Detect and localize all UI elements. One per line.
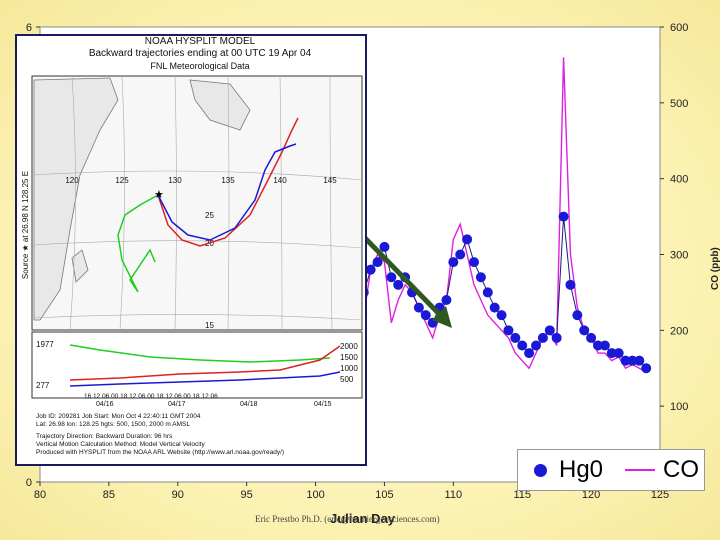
hg0-point [503, 325, 514, 336]
hg0-point [469, 257, 479, 268]
co-series [342, 57, 647, 373]
hg0-point [372, 257, 383, 268]
annotation-arrow [363, 236, 447, 322]
left-tick-label: 3 [26, 250, 32, 262]
footer-credit: Eric Prestbo Ph.D. (eric@frontiergeoscie… [255, 514, 440, 524]
right-axis: 100 200 300 400 500 600 [660, 22, 688, 413]
hg0-point [455, 249, 466, 260]
left-axis: 0 1 2 3 4 5 6 [26, 22, 40, 489]
x-axis: 80 85 90 95 100 105 110 115 120 125 [34, 482, 669, 501]
hg0-point [558, 211, 569, 222]
hg0-point [524, 348, 535, 359]
x-tick-label: 90 [172, 489, 184, 501]
x-tick-label: 115 [513, 489, 531, 501]
hg0-point [620, 355, 631, 366]
right-tick-label: 600 [670, 22, 688, 34]
right-tick-label: 200 [670, 325, 688, 337]
right-tick-label: 500 [670, 98, 688, 110]
x-tick-label: 125 [651, 489, 669, 501]
co-legend-label: CO [663, 456, 700, 483]
hg0-point [510, 332, 521, 343]
right-tick-label: 100 [670, 401, 688, 413]
hg0-point [365, 264, 376, 275]
left-tick-label: 1 [26, 401, 32, 413]
hg0-point [586, 332, 597, 343]
hg0-point [593, 340, 603, 351]
right-tick-label: 400 [670, 174, 688, 186]
x-tick-label: 85 [103, 489, 115, 501]
hg0-legend-marker-icon [534, 463, 547, 477]
annotation-arrowhead [432, 306, 452, 328]
hg0-point [475, 272, 486, 283]
hg0-point [572, 310, 583, 321]
right-axis-label: CO (ppb) [710, 247, 720, 290]
hg0-point [441, 295, 452, 305]
hg0-point [606, 348, 617, 359]
hg0-legend-label: Hg0 [559, 456, 604, 483]
hg0-point [627, 355, 638, 366]
x-tick-label: 100 [306, 489, 324, 501]
left-tick-label: 4 [26, 174, 32, 186]
hg0-point [462, 234, 473, 245]
hg0-point [413, 302, 424, 313]
chart-legend: Hg0 CO [517, 449, 705, 491]
left-tick-label: 6 [26, 22, 32, 34]
hg0-point [544, 325, 555, 336]
x-axis-label: Julian Day [330, 511, 396, 526]
x-tick-label: 120 [582, 489, 600, 501]
hg0-point [358, 287, 369, 298]
x-tick-label: 110 [445, 489, 463, 501]
hg0-point [599, 340, 610, 351]
hg0-point [386, 272, 397, 283]
right-tick-label: 300 [670, 250, 688, 262]
co-line [342, 57, 647, 373]
hg0-point [641, 363, 652, 374]
hg0-point [613, 348, 624, 359]
hg0-point [420, 310, 431, 321]
co-legend-line-icon [625, 469, 656, 471]
hg0-point [489, 302, 500, 313]
hg0-point [393, 279, 404, 290]
hg0-point [379, 241, 390, 252]
hg0-point [517, 340, 528, 351]
hg0-point [496, 310, 507, 321]
hg0-point [351, 279, 362, 290]
x-tick-label: 80 [34, 489, 46, 501]
hg0-point [531, 340, 541, 351]
hg0-point [551, 332, 562, 343]
left-tick-label: 0 [26, 477, 32, 489]
hg0-point [565, 279, 576, 290]
hg0-point [579, 325, 590, 336]
hg0-point [537, 332, 548, 343]
hg0-point [482, 287, 493, 298]
hg0-point [448, 257, 459, 268]
x-tick-label: 95 [241, 489, 253, 501]
hg0-point [634, 355, 645, 366]
left-tick-label: 2 [26, 325, 32, 337]
left-tick-label: 5 [26, 98, 32, 110]
hg0-point [338, 295, 349, 305]
x-tick-label: 105 [375, 489, 393, 501]
